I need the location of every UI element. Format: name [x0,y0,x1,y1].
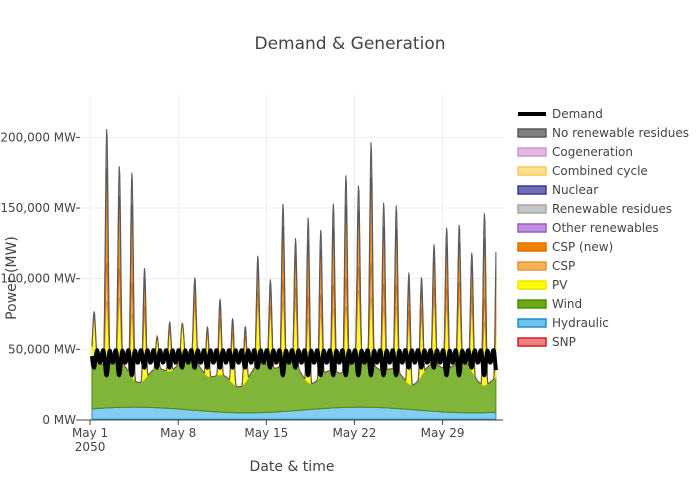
legend-swatch [517,318,547,328]
stacked-areas [91,128,497,421]
legend-item-csp-new[interactable]: CSP (new) [517,240,613,254]
chart-title: Demand & Generation [255,34,446,54]
legend-swatch [517,299,547,309]
legend-swatch [517,242,547,252]
legend-item-snp[interactable]: SNP [517,335,576,349]
x-tick-label: May 22 [332,426,376,440]
legend-label: No renewable residues [552,126,689,140]
legend-label: PV [552,278,568,292]
legend-swatch [517,185,547,195]
x-tick-label: May 15 [244,426,288,440]
legend[interactable]: Demand No renewable residues Cogeneration C… [517,107,689,349]
legend-item-combined-cycle[interactable]: Combined cycle [517,164,648,178]
x-tick-label: May 1 [72,426,108,440]
legend-item-nuclear[interactable]: Nuclear [517,183,598,197]
x-tick-sublabel: 2050 [75,440,106,454]
legend-label: Hydraulic [552,316,609,330]
x-axis-title: Date & time [250,459,335,475]
legend-item-hydraulic[interactable]: Hydraulic [517,316,609,330]
legend-label: Other renewables [552,221,659,235]
legend-swatch [517,223,547,233]
legend-label: Renewable residues [552,202,672,216]
legend-swatch [517,128,547,138]
legend-swatch [517,166,547,176]
legend-swatch [517,261,547,271]
y-tick-label: 50,000 MW [8,342,76,356]
legend-item-wind[interactable]: Wind [517,297,582,311]
grid [80,95,503,420]
axes: 0 MW 50,000 MW 100,000 MW 150,000 MW 200,000… [0,130,503,454]
y-tick-label: 100,000 MW [0,272,76,286]
legend-label: Wind [552,297,582,311]
x-tick-label: May 8 [160,426,196,440]
legend-item-pv[interactable]: PV [517,278,568,292]
legend-label: CSP [552,259,575,273]
legend-label: Cogeneration [552,145,633,159]
legend-swatch [517,204,547,214]
y-tick-label: 0 MW [42,413,76,427]
demand-line-layer [90,348,498,378]
legend-item-cogeneration[interactable]: Cogeneration [517,145,633,159]
legend-item-renewable-residues[interactable]: Renewable residues [517,202,672,216]
legend-swatch [517,280,547,290]
legend-item-csp[interactable]: CSP [517,259,575,273]
legend-label: Demand [552,107,603,121]
y-axis-title: Power (MW) [4,236,20,320]
area-no-renewable-residues [91,128,497,388]
legend-swatch [517,337,547,347]
legend-item-other-renewables[interactable]: Other renewables [517,221,659,235]
legend-swatch [517,147,547,157]
legend-label: SNP [552,335,576,349]
y-tick-label: 200,000 MW [0,130,76,144]
legend-label: CSP (new) [552,240,613,254]
legend-label: Nuclear [552,183,598,197]
legend-item-no-renewable-residues[interactable]: No renewable residues [517,126,689,140]
demand-line [90,348,498,378]
x-tick-label: May 29 [421,426,465,440]
y-tick-label: 150,000 MW [0,201,76,215]
legend-label: Combined cycle [552,164,648,178]
legend-item-demand[interactable]: Demand [518,107,603,121]
